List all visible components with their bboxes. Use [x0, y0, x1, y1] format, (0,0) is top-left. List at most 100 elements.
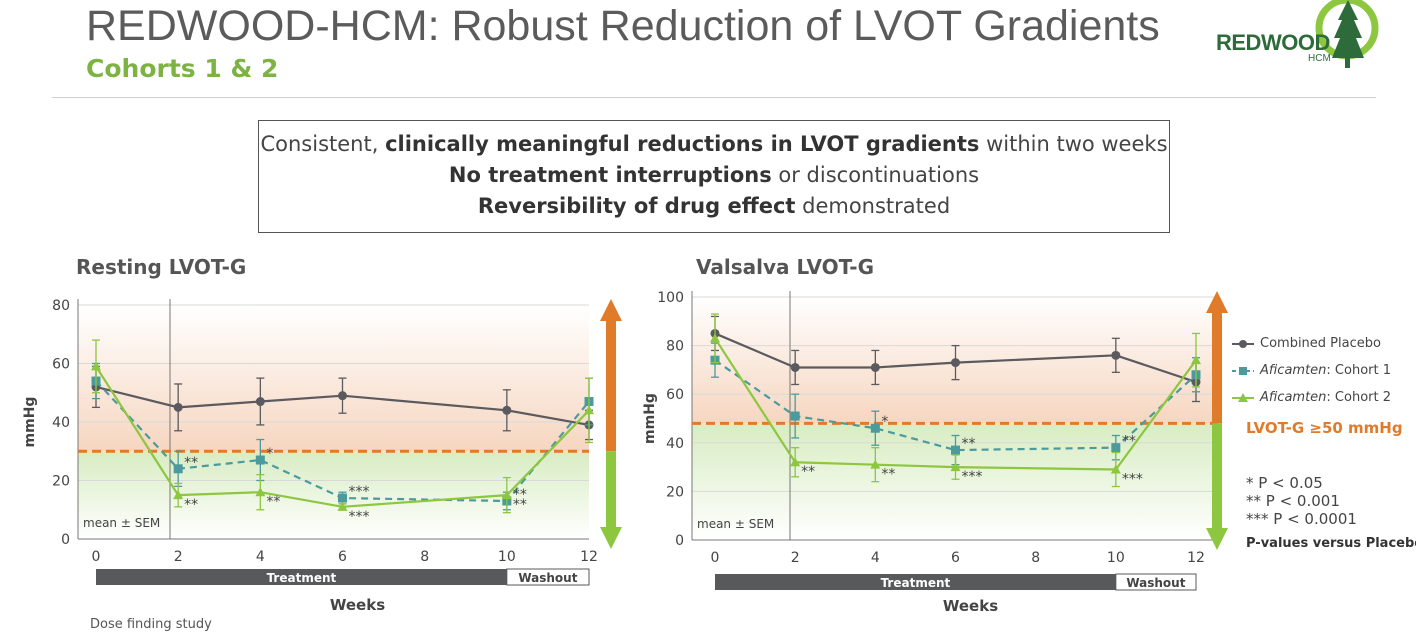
- significance-label: *: [881, 414, 888, 430]
- y-tick-label: 60: [52, 357, 70, 373]
- x-tick-label: 12: [580, 549, 598, 565]
- y-tick-label: 40: [52, 415, 70, 431]
- placebo-point: [951, 358, 960, 368]
- y-tick-label: 0: [61, 532, 70, 548]
- cohort1-point: [870, 423, 880, 433]
- valsalva-chart-title: Valsalva LVOT-G: [696, 255, 875, 279]
- x-axis-label: Weeks: [330, 596, 385, 614]
- x-tick-label: 6: [951, 550, 960, 566]
- y-tick-label: 80: [666, 339, 684, 355]
- arrow-down-head: [1206, 528, 1228, 550]
- legend-item-cohort2: Aficamten: Cohort 2: [1232, 384, 1391, 411]
- significance-label: ***: [1122, 472, 1143, 488]
- x-tick-label: 2: [791, 550, 800, 566]
- x-tick-label: 10: [1107, 550, 1125, 566]
- logo-text: REDWOOD: [1216, 30, 1330, 55]
- key-findings-box: Consistent, clinically meaningful reduct…: [258, 120, 1170, 233]
- arrow-up-head: [600, 299, 622, 321]
- placebo-point: [173, 402, 183, 412]
- significance-label: **: [184, 497, 198, 513]
- y-tick-label: 80: [52, 298, 70, 314]
- redwood-logo: REDWOOD HCM: [1212, 0, 1412, 72]
- cohort1-line: [95, 380, 590, 503]
- legend-cohort2-marker: [1232, 392, 1254, 402]
- cohort1-point: [338, 493, 347, 503]
- arrow-down-head: [600, 527, 622, 549]
- significance-label: **: [513, 487, 527, 503]
- mean-sem-note: mean ± SEM: [697, 517, 774, 531]
- x-tick-label: 0: [92, 549, 101, 565]
- significance-label: ***: [962, 469, 983, 485]
- treatment-label: Treatment: [881, 576, 951, 590]
- cohort2-point: [870, 459, 881, 469]
- cohort2-point: [255, 487, 266, 497]
- y-tick-label: 40: [666, 436, 684, 452]
- y-tick-label: 20: [666, 484, 684, 500]
- cohort2-point: [790, 457, 801, 467]
- x-axis-label: Weeks: [943, 597, 998, 615]
- finding-line-2: No treatment interruptions or discontinu…: [448, 163, 980, 187]
- logo-tree-icon: [1315, 0, 1379, 68]
- x-tick-label: 4: [871, 550, 880, 566]
- placebo-point: [255, 397, 265, 407]
- y-axis-label: mmHg: [642, 393, 658, 444]
- y-tick-label: 60: [666, 387, 684, 403]
- significance-label: **: [881, 467, 895, 483]
- cohort1-point: [1111, 443, 1121, 453]
- significance-label: *: [266, 446, 273, 462]
- cohort2-line: [95, 365, 590, 508]
- footnote: Dose finding study: [90, 617, 212, 632]
- arrow-up-shaft: [1212, 311, 1222, 424]
- significance-label: ***: [349, 484, 370, 500]
- washout-bar: [506, 568, 590, 586]
- significance-label: **: [266, 494, 280, 510]
- above-threshold-band: [78, 305, 589, 452]
- threshold-label: LVOT-G ≥50 mmHg: [1246, 419, 1403, 437]
- y-tick-label: 100: [657, 290, 684, 306]
- page-subtitle: Cohorts 1 & 2: [86, 54, 279, 83]
- cohort2-point: [710, 333, 720, 343]
- page-title: REDWOOD-HCM: Robust Reduction of LVOT Gr…: [86, 2, 1160, 50]
- cohort1-point: [255, 455, 265, 465]
- x-tick-label: 10: [498, 549, 516, 565]
- x-tick-label: 8: [420, 549, 429, 565]
- logo-subtext: HCM: [1308, 53, 1331, 64]
- cohort1-point: [951, 445, 960, 455]
- significance-label: **: [513, 497, 527, 513]
- placebo-point: [338, 391, 347, 401]
- placebo-line: [714, 332, 1197, 384]
- finding-line-3: Reversibility of drug effect demonstrate…: [477, 194, 951, 218]
- cohort2-point: [1110, 464, 1121, 474]
- placebo-line: [95, 385, 590, 427]
- mean-sem-note: mean ± SEM: [83, 516, 160, 530]
- y-tick-label: 20: [52, 474, 70, 490]
- treatment-bar: [715, 574, 1116, 590]
- resting-chart-title: Resting LVOT-G: [76, 255, 247, 279]
- finding-line-1: Consistent, clinically meaningful reduct…: [260, 132, 1168, 156]
- legend-item-cohort1: Aficamten: Cohort 1: [1232, 357, 1391, 384]
- pvalue-note: P-values versus Placebo: [1246, 536, 1416, 551]
- placebo-point: [790, 362, 800, 372]
- x-tick-label: 4: [256, 549, 265, 565]
- x-tick-label: 0: [711, 550, 720, 566]
- cohort2-line: [714, 337, 1197, 471]
- x-tick-label: 8: [1031, 550, 1040, 566]
- treatment-bar: [96, 569, 507, 585]
- chart-legend: Combined Placebo Aficamten: Cohort 1 Afi…: [1232, 330, 1391, 411]
- placebo-point: [502, 405, 512, 415]
- placebo-point: [1111, 350, 1121, 360]
- header-divider: [52, 97, 1376, 98]
- arrow-up-shaft: [606, 319, 616, 452]
- treatment-label: Treatment: [267, 571, 337, 585]
- y-axis-label: mmHg: [22, 397, 38, 448]
- pvalue-key: * P < 0.05 ** P < 0.001 *** P < 0.0001: [1246, 474, 1357, 528]
- significance-label: **: [962, 436, 976, 452]
- cohort2-point: [337, 501, 348, 511]
- arrow-down-shaft: [606, 451, 616, 529]
- legend-item-placebo: Combined Placebo: [1232, 330, 1391, 357]
- y-tick-label: 0: [675, 533, 684, 549]
- significance-label: **: [801, 464, 815, 480]
- cohort2-point: [584, 405, 594, 415]
